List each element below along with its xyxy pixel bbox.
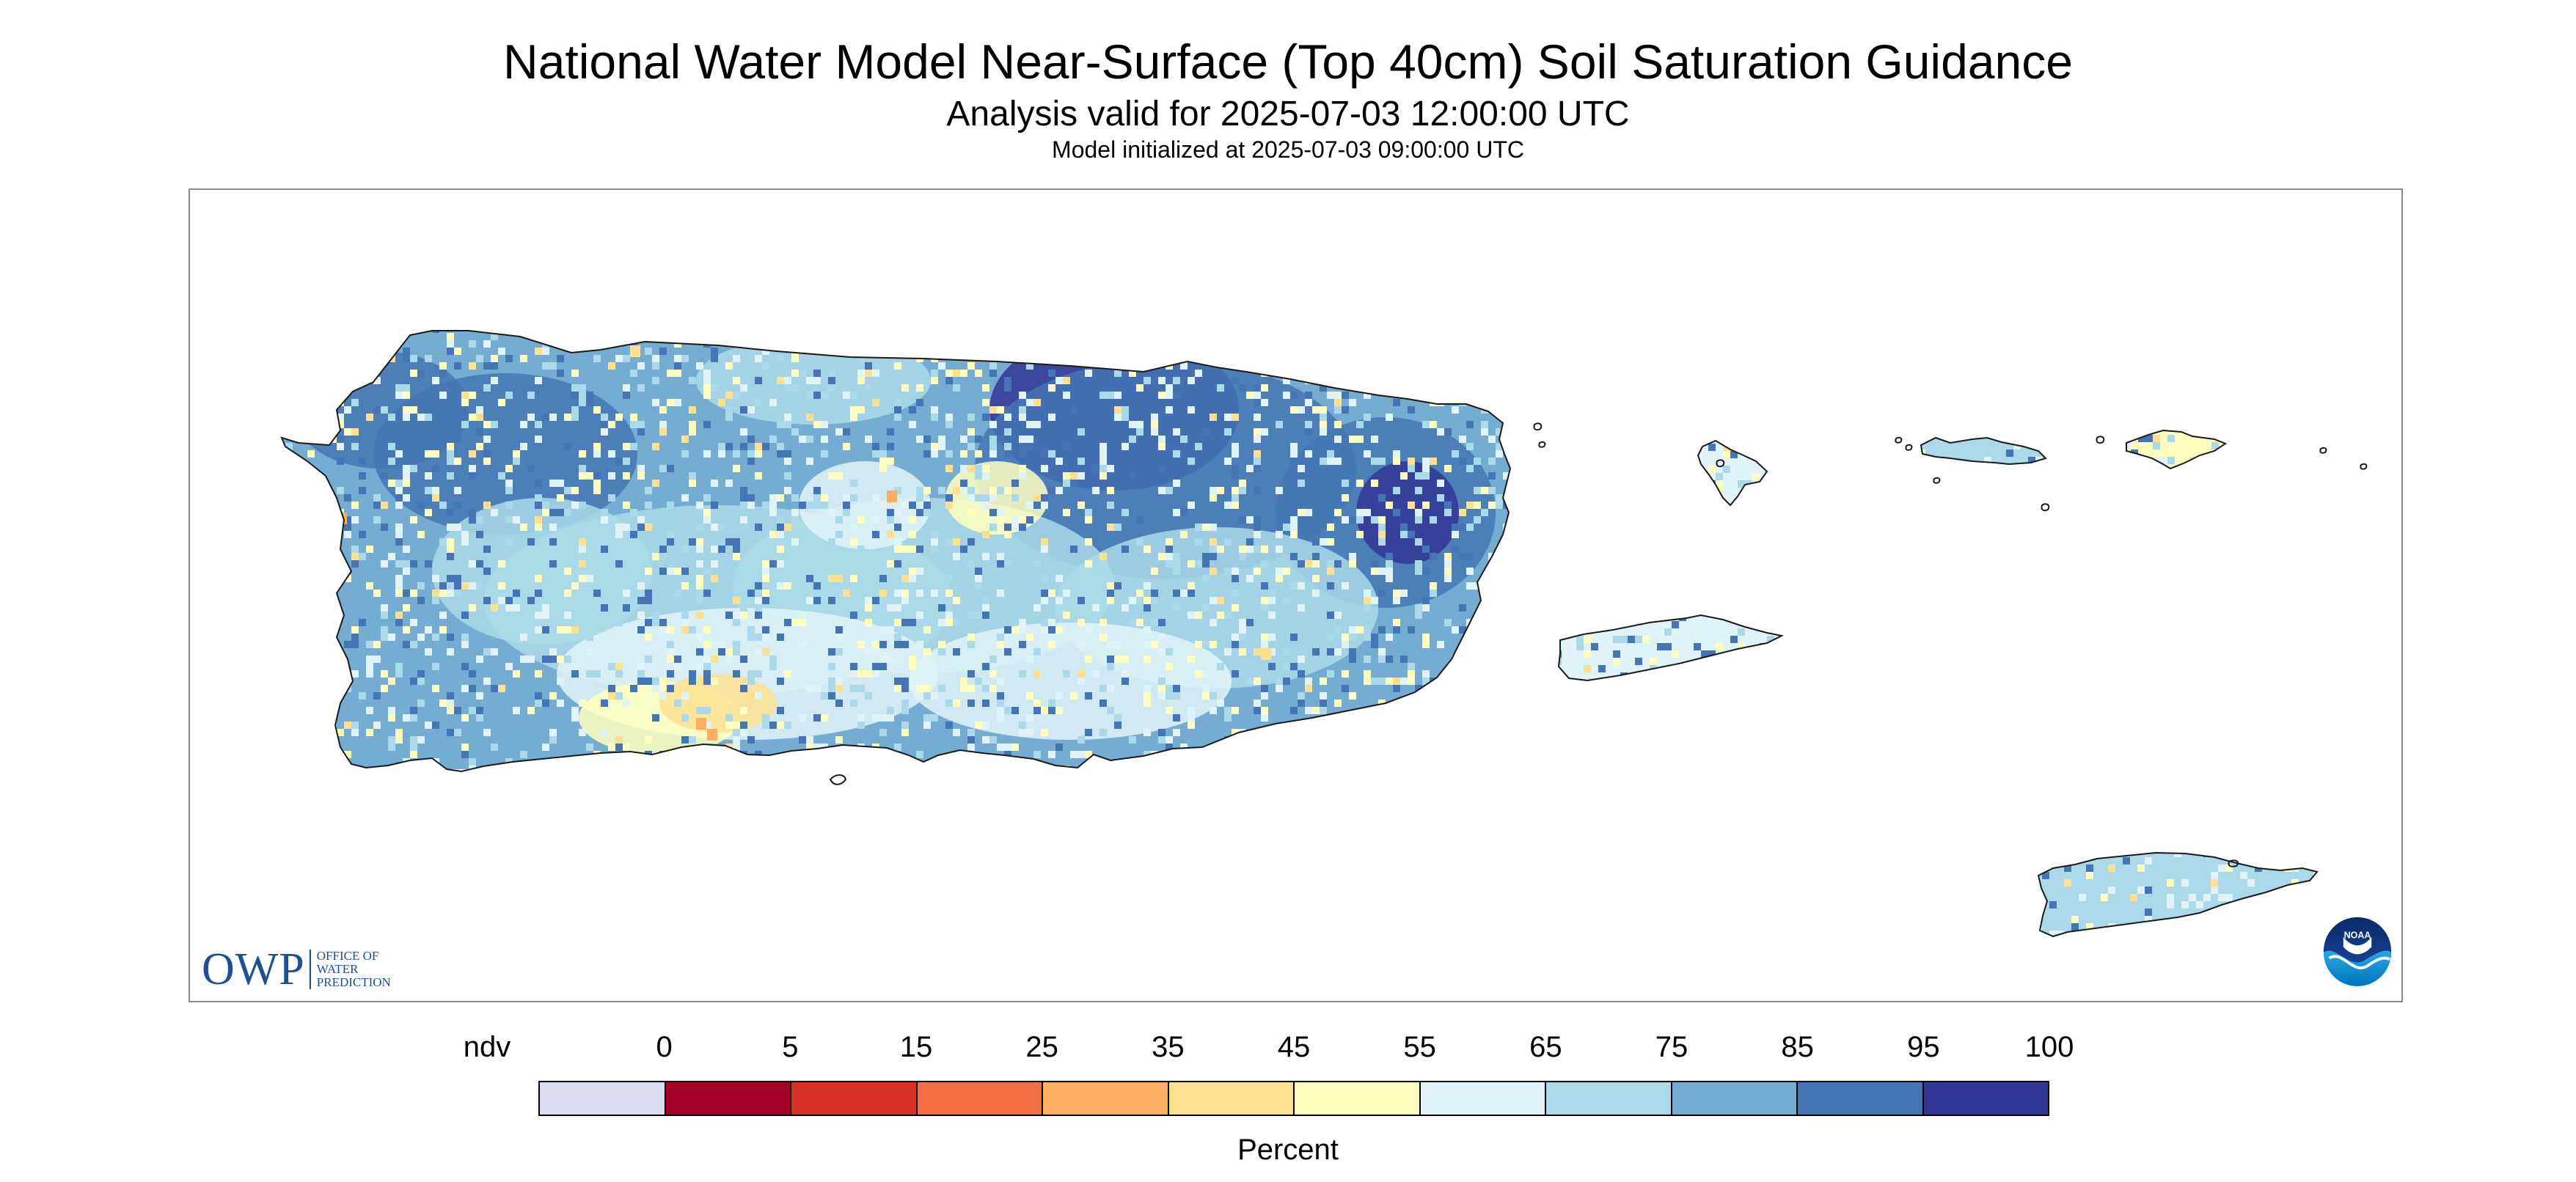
legend-label: 15 (899, 1031, 933, 1063)
model-init-line: Model initialized at 2025-07-03 09:00:00… (1052, 136, 1524, 163)
owp-logo-line: OFFICE OF (316, 949, 379, 963)
legend-title: Percent (1237, 1134, 1339, 1166)
noaa-logo: NOAA (2323, 917, 2392, 986)
legend-label: 100 (2024, 1031, 2074, 1063)
legend-swatch (540, 1082, 666, 1115)
st-john (2126, 429, 2228, 470)
small-islets (1533, 422, 2368, 867)
legend-label: 45 (1277, 1031, 1311, 1063)
legend-swatch (917, 1082, 1043, 1115)
color-legend (538, 1081, 2049, 1116)
owp-logo-divider (309, 950, 311, 989)
legend-label: 25 (1025, 1031, 1058, 1063)
owp-logo-line: PREDICTION (316, 975, 391, 989)
legend-swatch (1295, 1082, 1421, 1115)
st-thomas (1920, 436, 2047, 466)
soil-saturation-map (280, 330, 2368, 938)
legend-swatch (1043, 1082, 1169, 1115)
owp-logo-line: WATER (316, 962, 359, 976)
legend-label: 0 (656, 1031, 673, 1063)
noaa-logo-text: NOAA (2344, 930, 2371, 941)
legend-label: 65 (1529, 1031, 1562, 1063)
map-subtitle: Analysis valid for 2025-07-03 12:00:00 U… (946, 95, 1630, 133)
legend-swatch (1798, 1082, 1924, 1115)
legend-swatch (791, 1082, 918, 1115)
legend-label: 85 (1781, 1031, 1814, 1063)
culebra (1697, 439, 1768, 507)
owp-logo-subtitle: OFFICE OF WATER PREDICTION (317, 950, 391, 989)
puerto-rico (280, 330, 1512, 773)
legend-label: 95 (1907, 1031, 1940, 1063)
mona-island (829, 774, 847, 785)
owp-logo: OWP OFFICE OF WATER PREDICTION (202, 944, 391, 994)
legend-swatch (665, 1082, 791, 1115)
st-croix (2037, 851, 2319, 938)
map-frame: OWP OFFICE OF WATER PREDICTION NOAA (189, 188, 2403, 1002)
legend-label: 5 (782, 1031, 799, 1063)
owp-logo-letters: OWP (202, 944, 305, 994)
legend-label: 35 (1152, 1031, 1185, 1063)
legend-label: ndv (463, 1031, 511, 1063)
legend-label: 75 (1655, 1031, 1688, 1063)
vieques (1557, 614, 1785, 682)
legend-labels: ndv 0 5 15 25 35 45 55 65 75 85 95 100 (0, 1031, 2576, 1068)
map-title: National Water Model Near-Surface (Top 4… (503, 34, 2073, 89)
legend-swatch (1672, 1082, 1798, 1115)
legend-swatch (1168, 1082, 1295, 1115)
legend-swatch (1546, 1082, 1672, 1115)
legend-swatch (1923, 1082, 2048, 1115)
legend-swatch (1420, 1082, 1546, 1115)
legend-label: 55 (1403, 1031, 1436, 1063)
